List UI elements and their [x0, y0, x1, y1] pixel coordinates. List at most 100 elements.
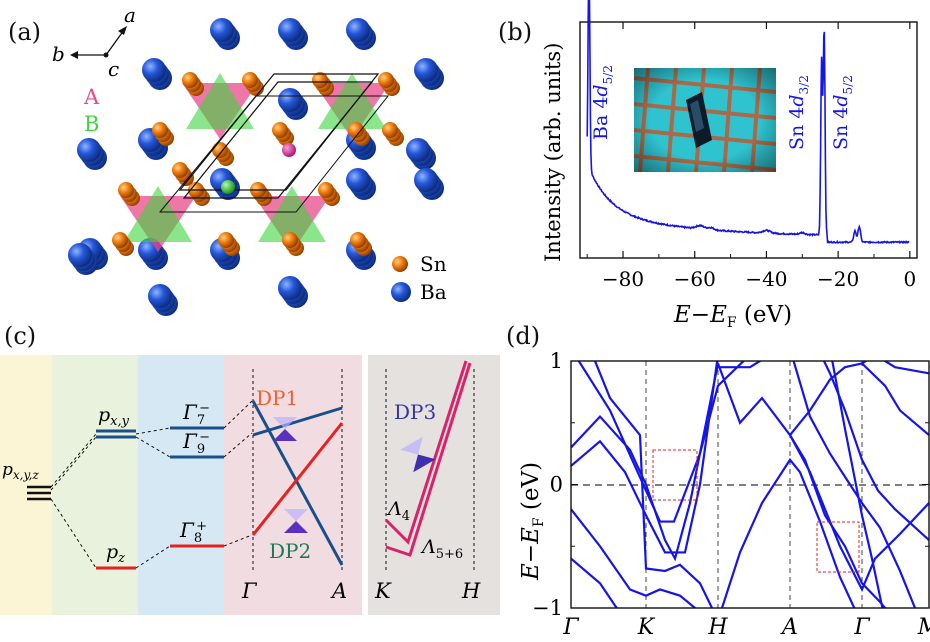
band-curve [792, 361, 917, 608]
sn-atom [242, 72, 258, 88]
sn-atom [172, 162, 188, 178]
level-pxyz [27, 485, 51, 501]
ba-atom [278, 276, 302, 300]
band-ytick-label: −1 [532, 596, 563, 620]
label-g8: Γ8+ [179, 518, 207, 546]
sn-atom [348, 122, 364, 138]
xps-tick-label: −20 [817, 267, 859, 291]
xps-tick-label: −60 [674, 267, 716, 291]
panel-d-label: (d) [506, 322, 541, 350]
sn-atom [152, 122, 168, 138]
label-dp3: DP3 [394, 400, 436, 424]
highlight-box-k [652, 449, 698, 501]
label-pxy: px,y [98, 404, 130, 429]
axis-a-label: a [124, 3, 136, 27]
label-pz: pz [106, 541, 125, 566]
kpoint-a: A [330, 579, 347, 603]
dirac-cone-3 [400, 436, 436, 473]
band-curve [571, 557, 618, 608]
sn-atom [118, 182, 134, 198]
sn-atom [378, 72, 394, 88]
band-curve [831, 361, 884, 608]
ba-atom [414, 58, 438, 82]
sn-atom [312, 72, 328, 88]
xps-xlabel: E−EF (eV) [673, 302, 792, 330]
band-curve [571, 361, 719, 554]
ba-atom [148, 284, 172, 308]
site-b-marker [221, 180, 235, 194]
ba-atom [68, 243, 92, 267]
band-curve [718, 361, 763, 369]
label-pxyz: px,y,z [2, 460, 39, 482]
band-ytick-label: 1 [550, 349, 563, 373]
site-b-triangle [124, 186, 192, 242]
xps-tick-label: −40 [745, 267, 787, 291]
sn-legend-label: Sn [420, 252, 447, 276]
peak-label-sn-4d52: Sn 4d5/2 [830, 75, 855, 150]
panel-a-label: (a) [8, 18, 42, 46]
gamma-a-bands [251, 400, 344, 566]
axis-b-label: b [52, 42, 65, 66]
highlight-box-gamma [816, 521, 860, 573]
label-g7: Γ7− [182, 400, 210, 428]
sample-photo-inset [633, 67, 777, 173]
xps-tick-label: 0 [903, 267, 916, 291]
sn-atom [212, 142, 228, 158]
band-xtick-label: M [917, 615, 930, 640]
sn-atom [112, 232, 128, 248]
dirac-cone-1 [273, 417, 297, 441]
band-xtick-label: H [707, 615, 728, 640]
kpoint-h: H [461, 579, 481, 603]
site-b-triangle [186, 73, 254, 129]
sn-atom [350, 232, 366, 248]
kpoint-k: K [374, 579, 392, 603]
peak-label-sn-4d32: Sn 4d3/2 [786, 75, 811, 150]
band-xtick-label: Γ [562, 615, 579, 640]
band-curve [577, 361, 746, 523]
kpoint-gamma: Γ [241, 579, 258, 603]
sn-atom [382, 122, 398, 138]
ba-atom [406, 138, 430, 162]
crystal-structure-figure: a b c A B Sn Ba [52, 3, 447, 316]
ba-atom [414, 168, 438, 192]
axis-indicator: a b c [52, 3, 136, 81]
xps-ylabel: Intensity (arb. units) [541, 43, 565, 262]
band-xtick-label: Γ [853, 615, 870, 640]
panel-b-label: (b) [498, 18, 533, 46]
sn-atom [182, 72, 198, 88]
site-b-triangle [318, 73, 386, 129]
band-xtick-label: K [637, 615, 656, 640]
band-curve [571, 508, 697, 608]
label-l4: Λ4 [386, 498, 410, 524]
peak-label-ba-4d52: Ba 4d5/2 [590, 65, 615, 140]
energy-level-schematic: px,y,z px,y pz Γ7− Γ9− Γ8+ Λ4 Λ5+6 DP1 D… [0, 355, 500, 615]
band-curve [861, 361, 929, 375]
label-dp1: DP1 [256, 386, 298, 410]
band-curve [571, 363, 720, 562]
ba-atom [210, 18, 234, 42]
triangle-sites [120, 73, 390, 252]
dirac-cone-2 [284, 509, 308, 533]
label-l56: Λ5+6 [420, 536, 463, 562]
band-ylabel: E−EF (eV) [518, 462, 547, 581]
label-g9: Γ9− [182, 429, 210, 457]
level-connectors [50, 369, 475, 573]
ba-atom [346, 168, 370, 192]
band-curve [720, 457, 856, 608]
band-curve [716, 363, 929, 593]
ba-atom [142, 58, 166, 82]
band-structure-chart: Γ K H A Γ M 1 0 −1 E−EF (eV) [518, 349, 930, 640]
site-b-triangle [258, 186, 326, 242]
xps-tick-label: −80 [602, 267, 644, 291]
sn-atom [282, 232, 298, 248]
site-b-label: B [84, 112, 99, 136]
band-ytick-label: 0 [550, 473, 563, 497]
band-curve [789, 362, 929, 436]
ba-atom [77, 138, 101, 162]
ba-legend-icon [391, 282, 411, 302]
ba-atoms [68, 18, 444, 316]
ba-atom [346, 18, 370, 42]
sn-atom [272, 122, 288, 138]
site-a-label: A [83, 85, 100, 109]
xps-spectrum-chart: −80 −60 −40 −20 0 Ba 4d5/2 Sn 4d3/2 Sn 4d5/2 [541, 0, 918, 330]
